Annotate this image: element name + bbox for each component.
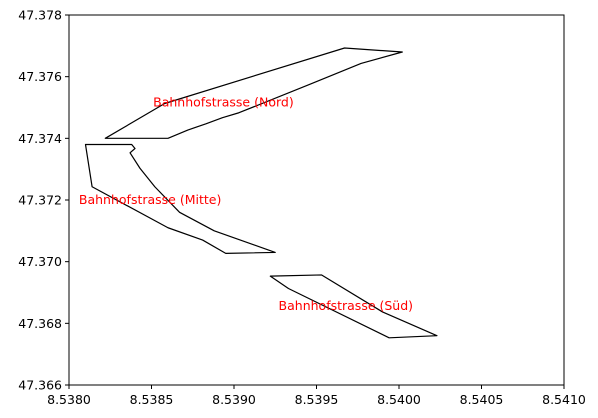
polygon-label-1: Bahnhofstrasse (Mitte) xyxy=(79,192,221,207)
y-tick-label-3: 47.372 xyxy=(18,193,62,208)
y-tick-label-0: 47.366 xyxy=(18,378,62,393)
x-tick-label-5: 8.5405 xyxy=(460,392,504,407)
polygon-0 xyxy=(104,47,403,139)
polygon-label-0: Bahnhofstrasse (Nord) xyxy=(153,95,294,110)
y-tick-label-1: 47.368 xyxy=(18,316,62,331)
x-tick-label-2: 8.5390 xyxy=(212,392,256,407)
label-layer: Bahnhofstrasse (Nord) Bahnhofstrasse (Mit… xyxy=(79,95,413,314)
x-tick-label-3: 8.5395 xyxy=(295,392,339,407)
polygon-2 xyxy=(269,274,438,339)
y-tick-label-5: 47.376 xyxy=(18,69,62,84)
plot-layer xyxy=(84,47,438,339)
polygon-1 xyxy=(84,143,276,254)
y-tick-label-2: 47.370 xyxy=(18,254,62,269)
y-ticks: 47.366 47.368 47.370 47.372 47.374 47.376 47.3… xyxy=(18,8,69,393)
x-ticks: 8.5380 8.5385 8.5390 8.5395 8.5400 8.5405 8.54… xyxy=(47,385,586,407)
x-tick-label-0: 8.5380 xyxy=(47,392,91,407)
y-tick-label-4: 47.374 xyxy=(18,131,62,146)
x-tick-label-6: 8.5410 xyxy=(542,392,586,407)
x-tick-label-4: 8.5400 xyxy=(377,392,421,407)
polygon-label-2: Bahnhofstrasse (Süd) xyxy=(279,298,414,313)
x-tick-label-1: 8.5385 xyxy=(130,392,174,407)
y-tick-label-6: 47.378 xyxy=(18,8,62,23)
